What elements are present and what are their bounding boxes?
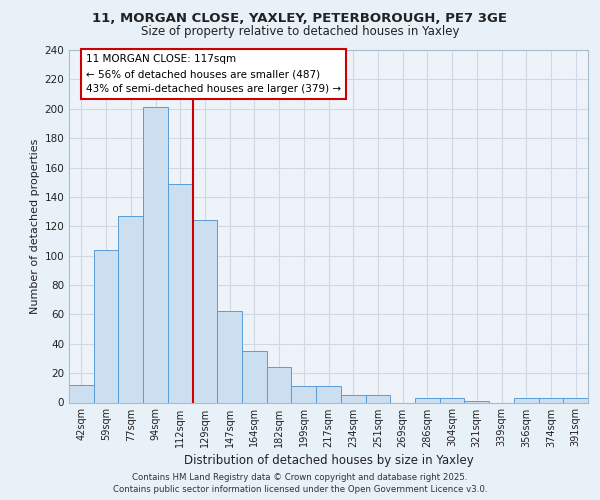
Bar <box>440 398 464 402</box>
Bar <box>267 367 292 402</box>
Bar <box>69 385 94 402</box>
Bar <box>292 386 316 402</box>
Bar <box>242 351 267 403</box>
Text: 11 MORGAN CLOSE: 117sqm
← 56% of detached houses are smaller (487)
43% of semi-d: 11 MORGAN CLOSE: 117sqm ← 56% of detache… <box>86 54 341 94</box>
X-axis label: Distribution of detached houses by size in Yaxley: Distribution of detached houses by size … <box>184 454 473 466</box>
Bar <box>168 184 193 402</box>
Bar <box>415 398 440 402</box>
Bar <box>316 386 341 402</box>
Text: Contains HM Land Registry data © Crown copyright and database right 2025.
Contai: Contains HM Land Registry data © Crown c… <box>113 472 487 494</box>
Bar <box>464 401 489 402</box>
Bar <box>217 312 242 402</box>
Bar <box>539 398 563 402</box>
Bar <box>563 398 588 402</box>
Bar <box>193 220 217 402</box>
Text: Size of property relative to detached houses in Yaxley: Size of property relative to detached ho… <box>141 25 459 38</box>
Bar <box>341 395 365 402</box>
Y-axis label: Number of detached properties: Number of detached properties <box>30 138 40 314</box>
Bar <box>118 216 143 402</box>
Bar <box>143 108 168 403</box>
Bar <box>94 250 118 402</box>
Bar <box>514 398 539 402</box>
Bar <box>365 395 390 402</box>
Text: 11, MORGAN CLOSE, YAXLEY, PETERBOROUGH, PE7 3GE: 11, MORGAN CLOSE, YAXLEY, PETERBOROUGH, … <box>92 12 508 26</box>
